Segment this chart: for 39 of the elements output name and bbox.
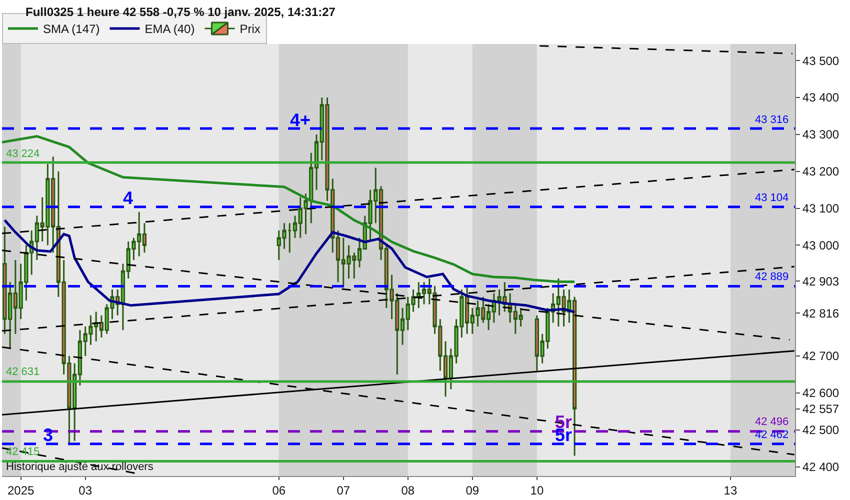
annotation: 4 [123,188,134,208]
line-series [2,135,576,284]
y-tick-label: 42 600 [802,386,840,400]
x-tick-label: 13 [724,483,738,498]
x-tick-label: 03 [78,483,92,498]
ref-line-label: 43 104 [755,192,789,204]
y-tick-label: 43 000 [802,238,840,252]
y-tick-label: 42 700 [802,349,840,364]
y-tick-label: 42 557 [802,402,840,416]
x-tick-label: 07 [336,483,350,498]
ref-line-label: 42 462 [755,429,789,441]
ref-line-label: 42 631 [6,366,40,378]
x-tick-label: 09 [466,483,480,498]
chart-title: Full0325 1 heure 42 558 -0,75 % 10 janv. 2025, 14:31:27 [26,4,336,19]
x-tick-label: 08 [401,483,415,498]
y-tick-label: 42 500 [802,423,840,438]
ref-line-label: 42 889 [755,271,789,283]
line-series [3,218,576,314]
y-tick-label: 42 903 [802,274,840,288]
x-tick-label: 10 [530,483,544,498]
ref-line-label: 43 316 [755,114,789,126]
x-tick-label: 2025 [7,483,34,498]
y-tick-label: 43 400 [802,90,840,105]
ref-line-label: 42 415 [6,446,40,458]
y-tick-label: 42 816 [802,306,840,320]
y-tick-label: 43 200 [802,164,840,179]
x-tick-label: 06 [272,483,286,498]
legend-label: SMA (147) [43,22,100,36]
candlestick [288,222,292,254]
ref-line-label: 42 496 [755,416,789,428]
y-tick-label: 43 300 [802,128,840,142]
y-tick-label: 43 500 [802,54,840,68]
annotation: Historique ajusté aux rollovers [6,461,154,473]
annotation: 4+ [290,110,311,130]
y-tick-label: 42 400 [802,460,840,474]
legend-label: Prix [240,22,260,36]
legend-label: EMA (40) [144,22,195,36]
y-tick-label: 43 100 [802,202,840,216]
ref-line-label: 43 224 [6,148,40,160]
